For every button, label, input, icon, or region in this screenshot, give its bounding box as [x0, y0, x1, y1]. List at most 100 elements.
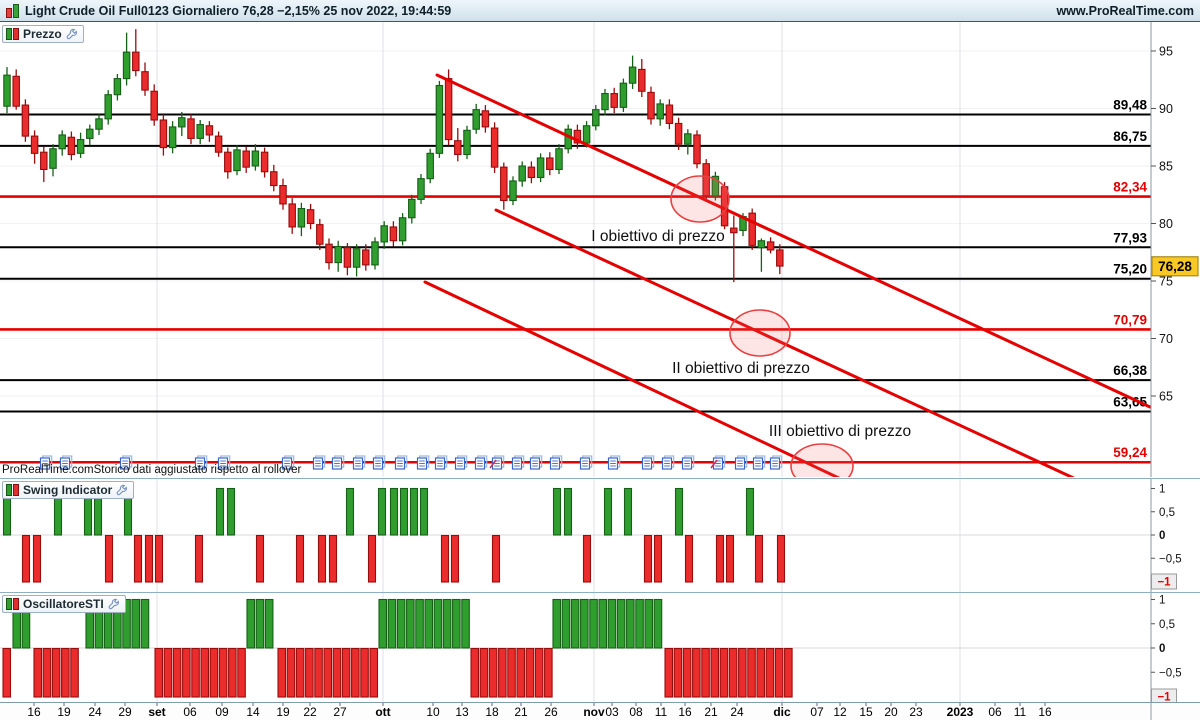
sti-bar: [570, 598, 580, 649]
indicator-tick-label: 1: [1159, 484, 1165, 496]
time-tick-label: 21: [704, 705, 718, 719]
candle: [454, 140, 462, 156]
sti-bar: [525, 647, 535, 698]
price-legend-chip[interactable]: Prezzo: [2, 25, 84, 43]
sti-bar: [295, 647, 305, 698]
sti-bar: [461, 598, 470, 649]
time-tick-label: 16: [1038, 705, 1052, 719]
candle: [205, 125, 214, 136]
swing-bar: [295, 534, 305, 583]
sti-oscillator-canvas[interactable]: 1 0,5 0 −0,5 −1: [0, 593, 1200, 703]
swing-bar: [399, 487, 409, 536]
wrench-icon[interactable]: [116, 484, 128, 496]
candle: [711, 175, 720, 197]
series-color-icon: [6, 484, 19, 496]
time-tick-label: 18: [485, 705, 499, 719]
sti-bar: [351, 647, 360, 698]
candle: [214, 135, 223, 153]
swing-bar: [194, 534, 204, 583]
swing-bar: [345, 487, 355, 536]
sti-bar: [237, 647, 246, 698]
swing-bar: [603, 487, 613, 536]
time-axis[interactable]: 16 19 24 29 set 06 09 14 19 22 27 ott 10 13 18 21 26 nov 0…: [0, 702, 1200, 720]
sti-bar: [42, 647, 52, 698]
sti-legend-chip[interactable]: OscillatoreSTI: [2, 595, 126, 613]
candle: [104, 94, 112, 120]
time-tick-label: 22: [303, 705, 317, 719]
wrench-icon[interactable]: [108, 598, 120, 610]
candle: [656, 103, 664, 120]
price-chart-canvas[interactable]: 89,48 86,75 82,34 77,93 75,20 70,79 66,38 63,65…: [0, 22, 1200, 477]
level-label: 86,75: [1113, 129, 1147, 144]
title-bar: Light Crude Oil Full0123 Giornaliero 76,…: [0, 0, 1200, 22]
sti-bar: [644, 598, 654, 649]
swing-indicator-pane[interactable]: 1 0,5 0 −0,5 −1: [0, 478, 1200, 592]
swing-bar: [104, 534, 114, 583]
level-label: 89,48: [1113, 97, 1147, 112]
time-tick-label: 10: [426, 705, 440, 719]
time-tick-label: 21: [514, 705, 528, 719]
price-tick-label: 65: [1159, 390, 1173, 404]
swing-indicator-canvas[interactable]: 1 0,5 0 −0,5 −1: [0, 479, 1200, 592]
sti-bar: [692, 647, 701, 698]
candle: [40, 151, 48, 170]
sti-oscillator-pane[interactable]: 1 0,5 0 −0,5 −1: [0, 592, 1200, 703]
target-annotation: II obiettivo di prezzo: [672, 360, 810, 377]
swing-bar: [409, 487, 419, 536]
swing-bar: [255, 534, 265, 583]
pencil-mark-icon: [489, 459, 497, 469]
sti-bar: [747, 647, 756, 698]
candle: [260, 151, 269, 173]
sti-bar: [479, 647, 489, 698]
sti-bar: [163, 647, 173, 698]
candle: [242, 150, 250, 168]
time-tick-label: set: [148, 705, 165, 719]
candle: [527, 166, 536, 179]
sti-bar: [452, 598, 461, 649]
target-ellipse: [729, 309, 791, 357]
sti-bar: [140, 598, 150, 649]
swing-bar: [133, 534, 143, 583]
sti-bar: [719, 647, 729, 698]
price-tick-label: 85: [1159, 160, 1173, 174]
sti-bar: [255, 598, 265, 649]
sti-bar: [424, 598, 434, 649]
price-tick-label: 90: [1159, 102, 1173, 116]
wrench-icon[interactable]: [66, 28, 78, 40]
level-label: 75,20: [1113, 262, 1147, 277]
price-pane[interactable]: 89,48 86,75 82,34 77,93 75,20 70,79 66,38 63,65…: [0, 22, 1200, 477]
candle: [730, 227, 738, 234]
time-tick-label: 16: [27, 705, 41, 719]
candle: [58, 134, 66, 150]
swing-bar: [754, 534, 764, 583]
candle: [49, 148, 57, 169]
candle: [674, 122, 683, 145]
swing-bar: [377, 487, 387, 536]
sti-bar: [264, 598, 274, 649]
candle: [684, 133, 692, 145]
sti-bar: [756, 647, 766, 698]
candle: [757, 240, 766, 249]
candle: [95, 118, 103, 130]
candle: [472, 109, 480, 130]
price-tick-label: 95: [1159, 45, 1173, 59]
swing-bar: [32, 534, 42, 583]
sti-bar: [305, 647, 314, 698]
candle: [279, 185, 287, 205]
time-tick-label: 06: [183, 705, 197, 719]
swing-bar: [21, 534, 31, 583]
candle: [592, 109, 600, 127]
swing-bar: [491, 534, 501, 583]
candle: [748, 212, 756, 246]
website-link[interactable]: www.ProRealTime.com: [1056, 3, 1194, 18]
sti-bar: [589, 598, 598, 649]
sti-bar: [2, 647, 12, 698]
indicator-tick-label: 1: [1159, 595, 1165, 607]
candle: [21, 104, 30, 137]
swing-bar: [317, 534, 327, 583]
swing-bar: [715, 534, 725, 583]
candle: [159, 119, 168, 149]
candle: [518, 165, 526, 182]
sti-bar: [710, 647, 720, 698]
swing-legend-chip[interactable]: Swing Indicator: [2, 481, 135, 499]
